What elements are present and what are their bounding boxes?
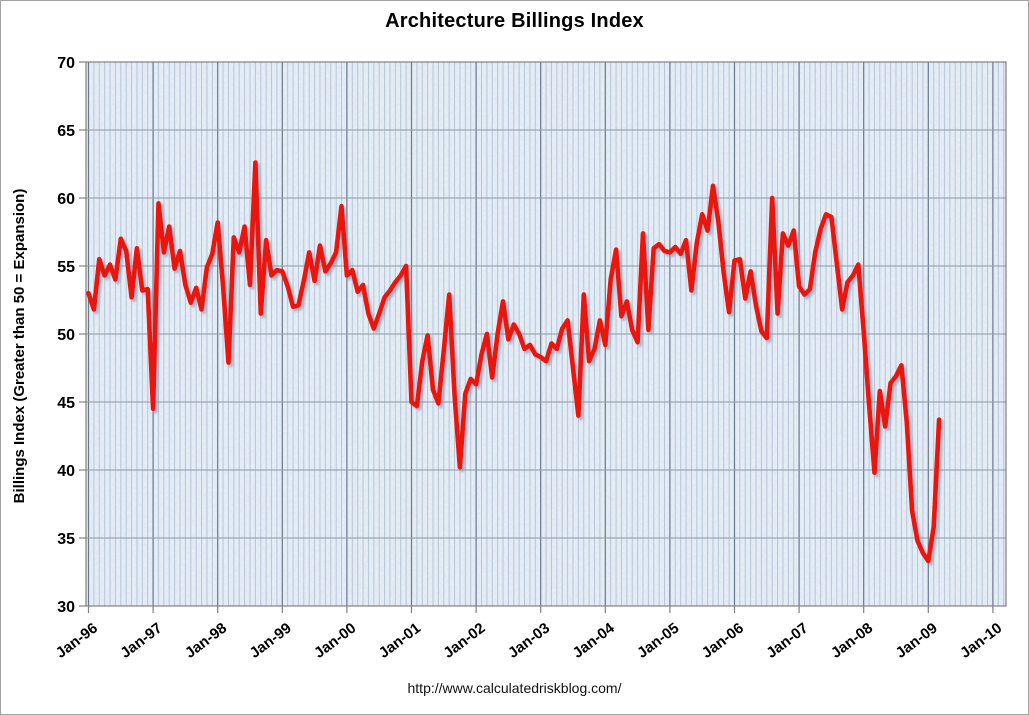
tick-label-y: 60 xyxy=(57,191,75,208)
tick-label-y: 70 xyxy=(57,55,75,72)
tick-label-x: Jan-00 xyxy=(311,620,359,662)
tick-label-y: 30 xyxy=(57,599,75,616)
tick-label-x: Jan-06 xyxy=(699,620,747,662)
tick-label-x: Jan-96 xyxy=(53,620,101,662)
tick-label-x: Jan-05 xyxy=(634,620,682,662)
tick-label-y: 35 xyxy=(57,531,75,548)
tick-label-y: 40 xyxy=(57,463,75,480)
tick-label-x: Jan-04 xyxy=(570,619,619,662)
abi-series-line xyxy=(86,160,942,564)
tick-label-x: Jan-02 xyxy=(440,620,488,662)
tick-label-x: Jan-10 xyxy=(957,620,1005,662)
tick-label-x: Jan-99 xyxy=(247,620,295,662)
chart-title: Architecture Billings Index xyxy=(385,10,644,32)
tick-label-x: Jan-09 xyxy=(893,620,941,662)
tick-label-x: Jan-97 xyxy=(117,620,165,662)
tick-label-y: 45 xyxy=(57,395,75,412)
tick-label-x: Jan-08 xyxy=(828,620,876,662)
tick-label-y: 50 xyxy=(57,327,75,344)
tick-label-x: Jan-01 xyxy=(376,620,424,662)
tick-label-x: Jan-07 xyxy=(763,620,811,662)
tick-label-y: 55 xyxy=(57,259,75,276)
tick-label-x: Jan-98 xyxy=(182,620,230,662)
source-url: http://www.calculatedriskblog.com/ xyxy=(407,680,622,696)
tick-label-y: 65 xyxy=(57,123,75,140)
tick-label-x: Jan-03 xyxy=(505,620,553,662)
